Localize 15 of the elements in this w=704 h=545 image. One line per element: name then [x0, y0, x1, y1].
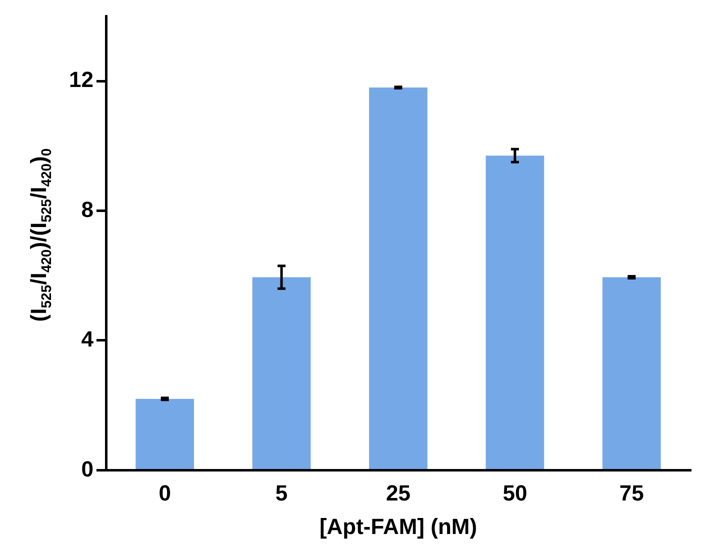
bar [369, 88, 428, 469]
y-tick-label: 8 [81, 196, 94, 222]
bar [252, 277, 311, 469]
x-axis-title: [Apt-FAM] (nM) [319, 514, 478, 539]
y-tick-label: 0 [81, 456, 94, 482]
x-tick-label: 75 [619, 480, 644, 506]
x-tick-label: 0 [158, 480, 171, 506]
x-tick-label: 25 [386, 480, 410, 506]
bar [486, 156, 544, 469]
y-tick-label: 4 [81, 326, 94, 352]
bar [602, 277, 661, 469]
y-tick-label: 12 [68, 67, 94, 92]
x-tick-label: 5 [275, 480, 288, 506]
bar [136, 398, 194, 469]
x-tick-label: 50 [502, 480, 528, 506]
